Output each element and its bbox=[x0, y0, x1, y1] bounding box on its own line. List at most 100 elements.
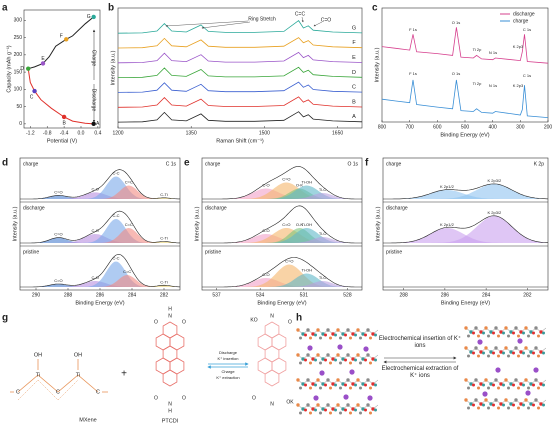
atom bbox=[499, 402, 503, 406]
atom bbox=[354, 408, 357, 412]
panel-title: O 1s bbox=[347, 161, 358, 167]
atom bbox=[499, 330, 503, 334]
subplot-name: pristine bbox=[205, 249, 221, 255]
panel-letter: d bbox=[2, 158, 8, 169]
atom bbox=[507, 334, 510, 338]
atom bbox=[474, 326, 478, 330]
atom bbox=[324, 358, 327, 362]
x-tick-label: 537 bbox=[212, 292, 221, 298]
atom bbox=[539, 382, 543, 386]
atom bbox=[304, 383, 307, 387]
atom bbox=[311, 382, 315, 386]
atom bbox=[497, 386, 500, 390]
y-axis-label: Intensity (a.u.) bbox=[375, 206, 381, 241]
x-tick-label: 1500 bbox=[259, 130, 270, 136]
atom bbox=[534, 346, 538, 350]
curve bbox=[27, 68, 94, 125]
peak-label: O 1s bbox=[452, 71, 460, 76]
atom bbox=[351, 332, 355, 336]
panel-letter: g bbox=[2, 313, 8, 324]
fit-component bbox=[202, 193, 362, 199]
component-label: C=C bbox=[125, 180, 133, 185]
series-label: E bbox=[352, 55, 356, 61]
atom bbox=[522, 383, 525, 387]
atom bbox=[359, 386, 362, 390]
x-tick-label: -0.8 bbox=[43, 130, 52, 136]
atom bbox=[296, 353, 300, 357]
component-label: C-O bbox=[92, 275, 99, 280]
k-ion bbox=[313, 395, 319, 401]
envelope bbox=[202, 257, 362, 288]
atom bbox=[299, 336, 302, 340]
k-ion bbox=[533, 367, 539, 373]
atom-label: O bbox=[288, 319, 292, 325]
atom bbox=[489, 350, 493, 354]
x-axis-label: Binding Energy (eV) bbox=[440, 132, 489, 138]
fit-component bbox=[202, 264, 362, 287]
atom bbox=[472, 383, 475, 387]
atom bbox=[346, 328, 350, 332]
atom bbox=[331, 332, 335, 336]
point-label: D bbox=[20, 66, 24, 72]
fit-component bbox=[20, 275, 180, 287]
subplot-name: discharge bbox=[386, 205, 408, 211]
atom bbox=[517, 406, 520, 410]
panel-letter: a bbox=[2, 3, 8, 14]
atom bbox=[351, 357, 355, 361]
component-label: C-Ti bbox=[160, 279, 168, 284]
x-tick-label: 286 bbox=[441, 292, 450, 298]
atom bbox=[484, 346, 488, 350]
component-label: C=O bbox=[282, 177, 290, 182]
atom bbox=[311, 332, 315, 336]
atom bbox=[334, 358, 337, 362]
peak-label: C 1s bbox=[523, 73, 531, 78]
annotation: Ring Stretch bbox=[248, 16, 276, 22]
component-label: C-O bbox=[262, 183, 269, 188]
atom bbox=[336, 328, 340, 332]
atom bbox=[346, 378, 350, 382]
atom bbox=[311, 357, 315, 361]
point-label: G bbox=[87, 14, 91, 20]
atom bbox=[316, 328, 320, 332]
atom bbox=[464, 346, 468, 350]
peak-label: F 1s bbox=[409, 27, 417, 32]
atom bbox=[507, 354, 510, 358]
atom bbox=[324, 408, 327, 412]
atom bbox=[331, 357, 335, 361]
atom bbox=[492, 383, 495, 387]
atom bbox=[321, 382, 325, 386]
atom bbox=[464, 398, 468, 402]
atom bbox=[374, 383, 377, 387]
atom bbox=[299, 411, 302, 415]
x-tick-label: 300 bbox=[516, 124, 525, 130]
component-label: O-K bbox=[296, 183, 303, 188]
component-label: Ti-O bbox=[319, 231, 327, 236]
component-label: Ti-OH bbox=[301, 180, 312, 185]
atom bbox=[474, 398, 478, 402]
atom bbox=[527, 406, 530, 410]
atom bbox=[341, 357, 345, 361]
y-axis-label: Capacity (mAh g⁻¹) bbox=[6, 45, 12, 92]
component-label: C=O bbox=[54, 189, 62, 194]
peak-label: F 1s bbox=[409, 71, 417, 76]
atom bbox=[349, 411, 352, 415]
atom bbox=[321, 332, 325, 336]
atom bbox=[326, 328, 330, 332]
annotation: C=C bbox=[295, 11, 306, 17]
atom bbox=[469, 350, 473, 354]
atom-label: O bbox=[154, 319, 158, 325]
subplot-name: charge bbox=[205, 161, 221, 167]
atom bbox=[474, 378, 478, 382]
atom bbox=[361, 407, 365, 411]
discharge-label: Discharge bbox=[91, 89, 97, 112]
atom bbox=[364, 383, 367, 387]
y-tick-label: 0 bbox=[19, 121, 22, 127]
atom bbox=[534, 326, 538, 330]
fit-component bbox=[20, 284, 180, 287]
atom bbox=[534, 398, 538, 402]
component-label: C=O bbox=[282, 222, 290, 227]
state-point bbox=[91, 121, 96, 127]
atom bbox=[537, 386, 540, 390]
atom bbox=[351, 382, 355, 386]
panel-letter: h bbox=[296, 313, 302, 324]
